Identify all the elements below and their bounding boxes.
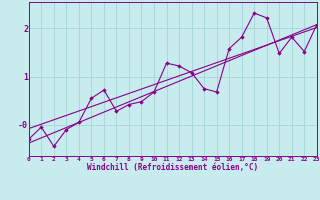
Point	[252, 11, 257, 15]
Point	[39, 126, 44, 129]
Point	[139, 100, 144, 103]
Point	[51, 145, 56, 148]
Point	[302, 50, 307, 53]
Point	[26, 138, 31, 141]
Point	[89, 97, 94, 100]
Point	[101, 88, 107, 92]
Point	[239, 36, 244, 39]
Point	[114, 110, 119, 113]
Point	[264, 16, 269, 19]
Point	[214, 90, 219, 94]
X-axis label: Windchill (Refroidissement éolien,°C): Windchill (Refroidissement éolien,°C)	[87, 163, 258, 172]
Point	[151, 90, 156, 94]
Point	[177, 64, 182, 68]
Point	[164, 62, 169, 65]
Point	[189, 71, 194, 74]
Point	[126, 103, 132, 106]
Point	[277, 52, 282, 55]
Point	[76, 121, 82, 124]
Point	[227, 47, 232, 50]
Point	[314, 23, 319, 26]
Point	[289, 36, 294, 39]
Point	[202, 87, 207, 90]
Point	[64, 128, 69, 131]
